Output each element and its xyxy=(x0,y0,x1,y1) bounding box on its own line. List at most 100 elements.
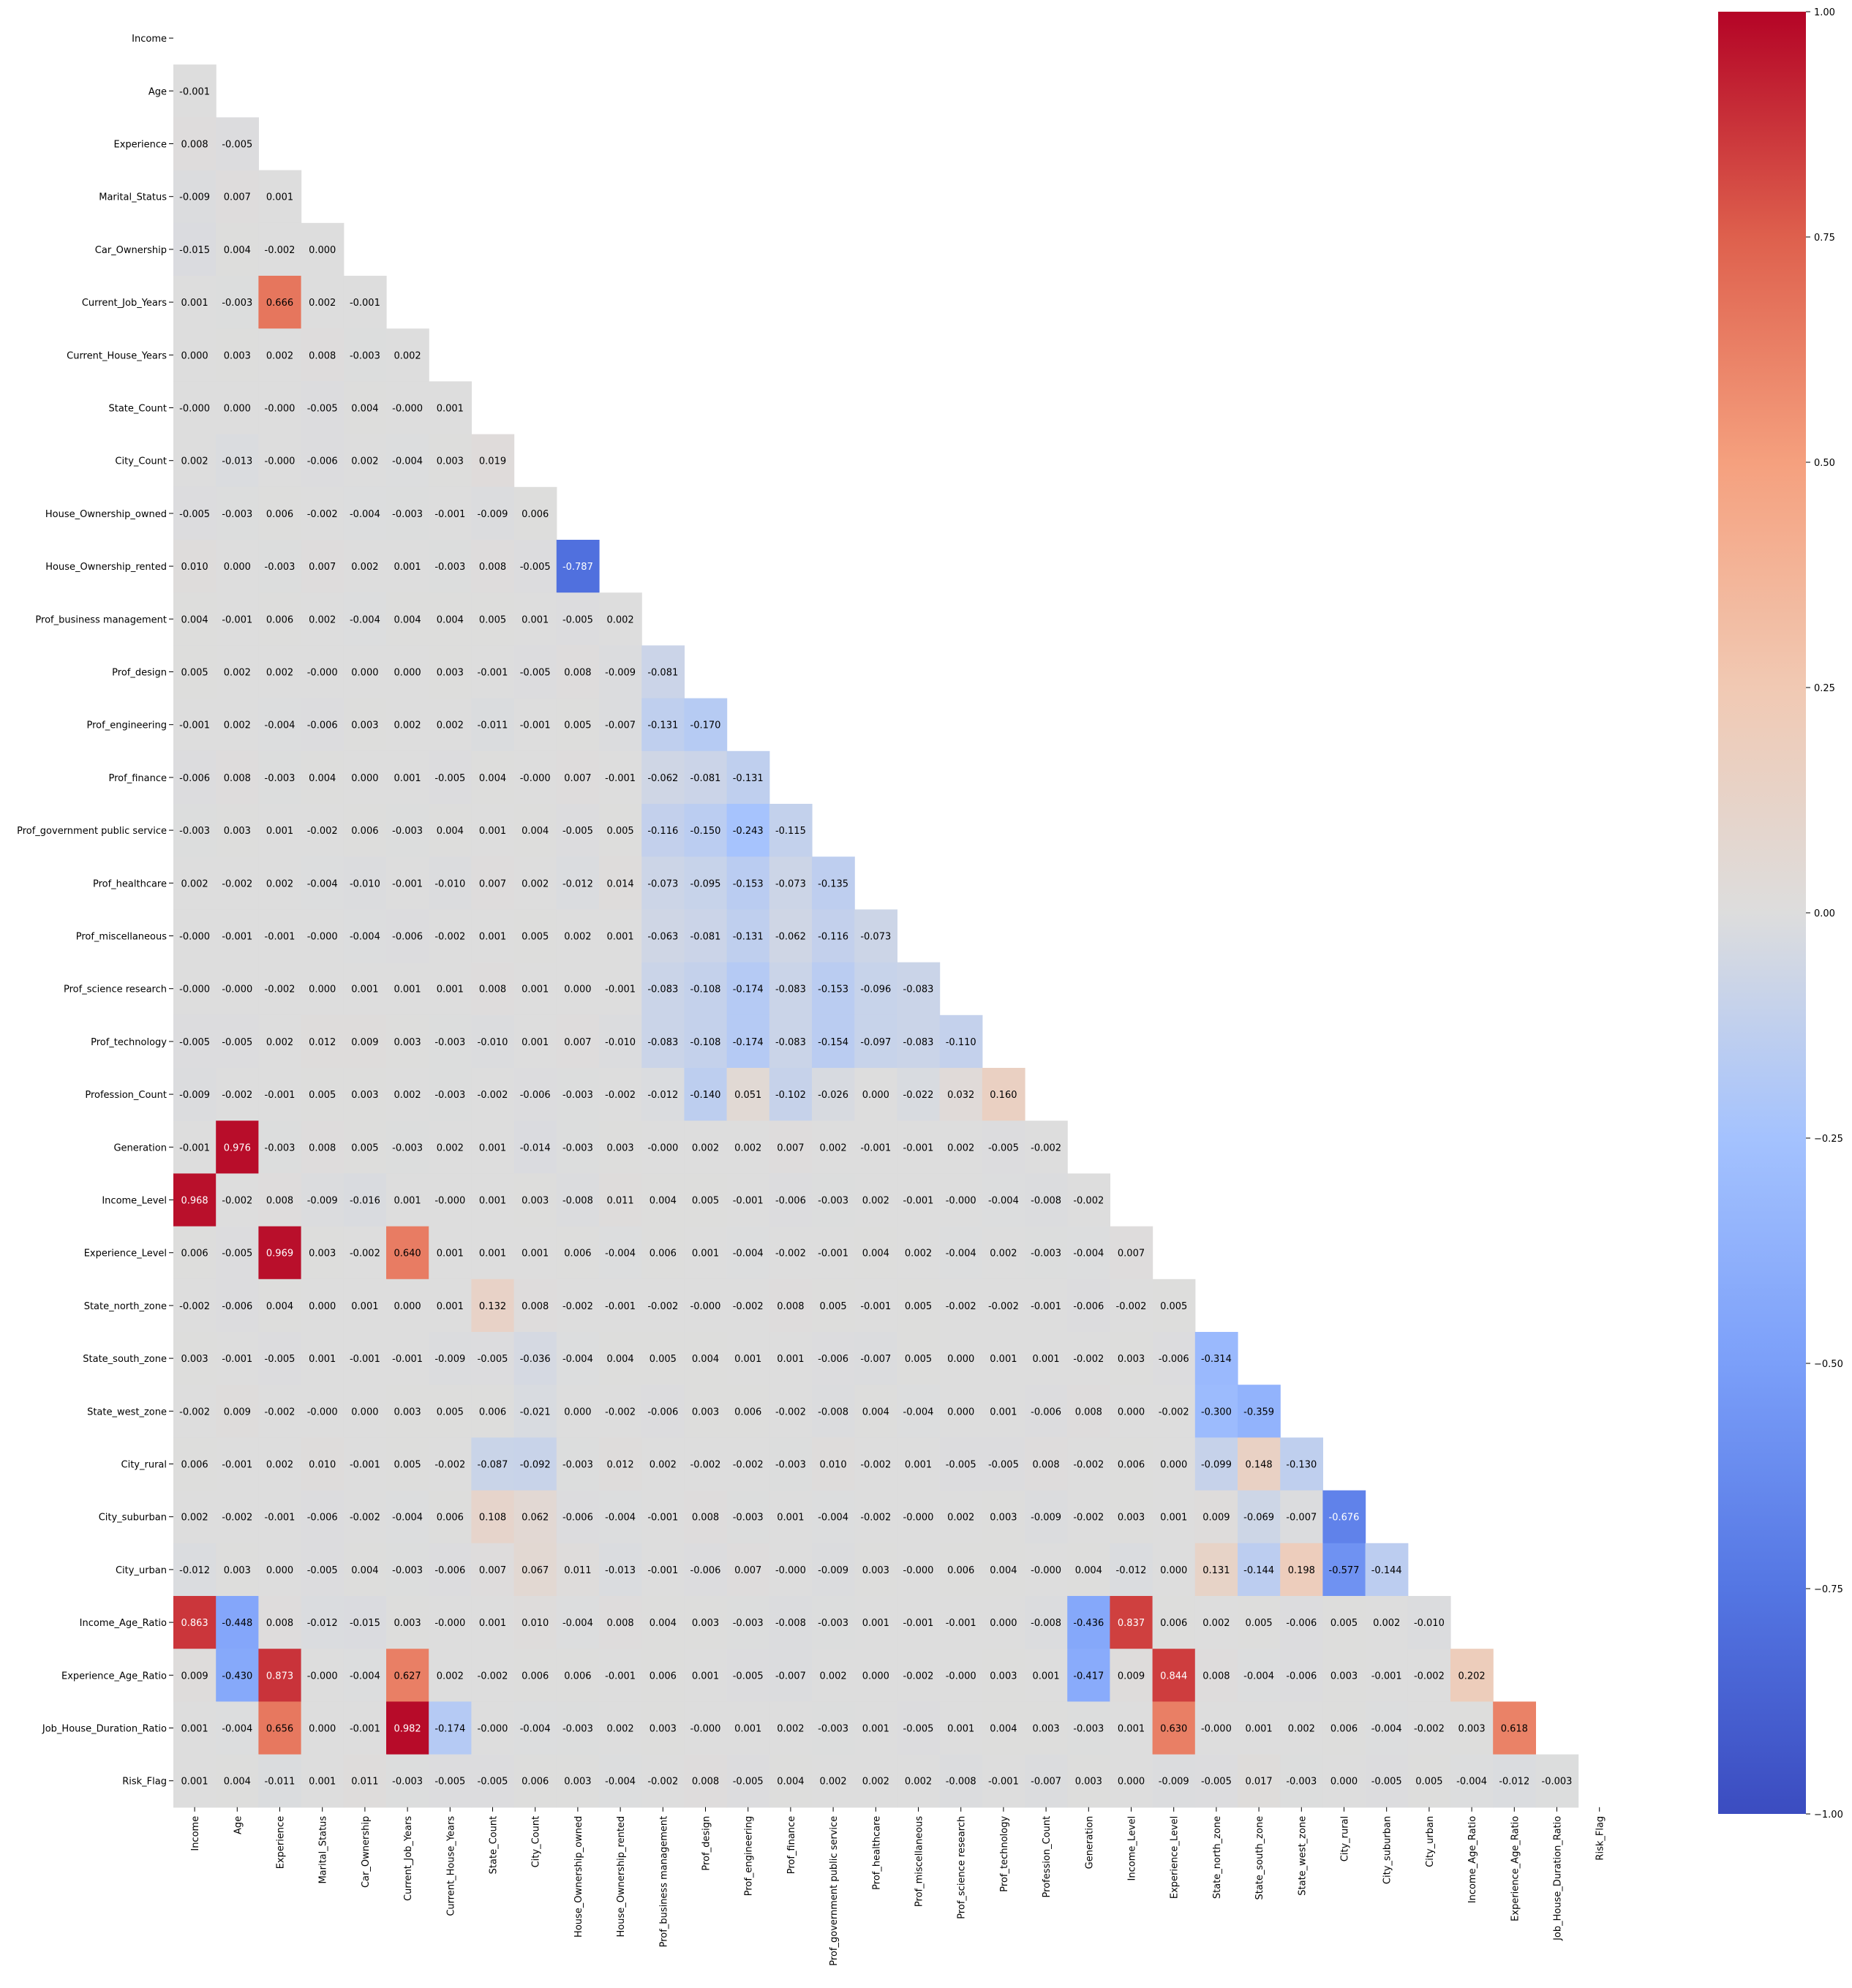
heatmap-cell xyxy=(471,856,515,910)
cell-annotation: -0.009 xyxy=(1031,1513,1061,1524)
heatmap-cell xyxy=(939,1490,983,1544)
heatmap-cell xyxy=(513,804,557,857)
heatmap-cell xyxy=(556,856,600,910)
y-tick-label: State_north_zone xyxy=(84,1301,167,1312)
heatmap-cell xyxy=(726,1543,770,1597)
cell-annotation: 0.003 xyxy=(1032,1724,1059,1735)
heatmap-cell xyxy=(1025,1649,1068,1702)
cell-annotation: -0.003 xyxy=(562,1724,593,1735)
cell-annotation: 0.006 xyxy=(522,509,549,520)
cell-annotation: -0.116 xyxy=(647,826,678,837)
y-tick-label: Prof_miscellaneous xyxy=(76,932,167,943)
x-tick-label: Profession_Count xyxy=(1042,1816,1053,1898)
heatmap-cell xyxy=(429,1649,472,1702)
heatmap-cell xyxy=(599,1701,642,1755)
heatmap-cell xyxy=(556,592,600,646)
heatmap-cell xyxy=(173,1701,217,1755)
cell-annotation: 0.002 xyxy=(266,1037,293,1048)
cell-annotation: 0.008 xyxy=(777,1301,804,1312)
cell-annotation: 0.002 xyxy=(1373,1618,1400,1629)
heatmap-cell xyxy=(386,1014,429,1069)
cell-annotation: 0.007 xyxy=(1118,1249,1145,1260)
cell-annotation: -0.006 xyxy=(647,1407,678,1417)
cell-annotation: 0.002 xyxy=(819,1777,846,1788)
cell-annotation: 0.001 xyxy=(1160,1513,1187,1524)
heatmap-cell xyxy=(386,1543,429,1597)
heatmap-cell xyxy=(1025,1332,1068,1385)
x-tick-label: State_Count xyxy=(489,1816,500,1875)
heatmap-cell xyxy=(684,1014,728,1069)
cell-annotation: 0.002 xyxy=(266,1460,293,1471)
heatmap-cell xyxy=(641,698,685,752)
heatmap-cell xyxy=(1067,1385,1110,1438)
cell-annotation: 0.131 xyxy=(1202,1565,1230,1576)
cell-annotation: -0.000 xyxy=(434,1618,465,1629)
cell-annotation: -0.131 xyxy=(733,773,764,784)
cell-annotation: 0.008 xyxy=(309,1142,336,1153)
heatmap-cell xyxy=(939,1754,983,1808)
heatmap-cell xyxy=(769,856,813,910)
heatmap-cell xyxy=(939,1701,983,1755)
heatmap-cell xyxy=(471,1754,515,1808)
cell-annotation: -0.005 xyxy=(222,1037,252,1048)
heatmap-cell xyxy=(301,434,345,488)
heatmap-cell xyxy=(301,1014,345,1069)
cell-annotation: 0.000 xyxy=(309,1724,336,1735)
cell-annotation: -0.004 xyxy=(350,509,380,520)
heatmap-cell xyxy=(939,1226,983,1280)
heatmap-cell xyxy=(641,856,685,910)
heatmap-cell xyxy=(556,1596,600,1649)
cell-annotation: -0.004 xyxy=(307,878,338,889)
cell-annotation: -0.003 xyxy=(818,1724,848,1735)
heatmap-cell xyxy=(301,1173,345,1227)
cell-annotation: -0.021 xyxy=(520,1407,551,1417)
cell-annotation: 0.000 xyxy=(1118,1777,1145,1788)
heatmap-cell xyxy=(513,486,557,541)
heatmap-cell xyxy=(684,1121,728,1174)
cell-annotation: -0.081 xyxy=(690,932,721,943)
heatmap-cell xyxy=(556,1385,600,1438)
cell-annotation: 0.001 xyxy=(692,1249,719,1260)
cell-annotation: -0.008 xyxy=(562,1196,593,1207)
heatmap-cell xyxy=(343,276,387,329)
cell-annotation: -0.012 xyxy=(1116,1565,1147,1576)
cell-annotation: -0.003 xyxy=(1542,1777,1573,1788)
cell-annotation: 0.001 xyxy=(990,1407,1017,1417)
cell-annotation: 0.002 xyxy=(819,1142,846,1153)
cell-annotation: -0.174 xyxy=(733,984,764,995)
heatmap-cell xyxy=(684,1543,728,1597)
y-tick-label: Prof_science research xyxy=(64,984,167,995)
heatmap-cell xyxy=(1407,1596,1451,1649)
heatmap-cell xyxy=(173,1279,217,1333)
cell-annotation: -0.135 xyxy=(818,878,848,889)
heatmap-cell xyxy=(429,1543,472,1597)
cell-annotation: 0.004 xyxy=(309,773,336,784)
heatmap-cell xyxy=(1365,1754,1409,1808)
heatmap-cell xyxy=(343,1490,387,1544)
heatmap-cell xyxy=(641,1279,685,1333)
heatmap-cell xyxy=(726,1121,770,1174)
heatmap-cell xyxy=(982,1543,1025,1597)
cell-annotation: -0.417 xyxy=(1073,1671,1104,1682)
cell-annotation: 0.008 xyxy=(1075,1407,1102,1417)
heatmap-cell xyxy=(301,1437,345,1491)
cell-annotation: 0.003 xyxy=(862,1565,889,1576)
cell-annotation: 0.000 xyxy=(394,668,421,679)
colorbar-tick-label: −0.25 xyxy=(1814,1134,1843,1145)
heatmap-cell xyxy=(599,1173,642,1227)
cell-annotation: -0.003 xyxy=(350,350,380,361)
heatmap-cell xyxy=(599,1385,642,1438)
cell-annotation: 0.002 xyxy=(819,1671,846,1682)
heatmap-cell xyxy=(641,1543,685,1597)
cell-annotation: -0.014 xyxy=(520,1142,551,1153)
heatmap-cell xyxy=(343,1173,387,1227)
cell-annotation: -0.004 xyxy=(520,1724,551,1735)
heatmap-cell xyxy=(726,1385,770,1438)
heatmap-cell xyxy=(471,1385,515,1438)
heatmap-cell xyxy=(1280,1754,1323,1808)
cell-annotation: 0.005 xyxy=(650,1354,677,1365)
cell-annotation: -0.009 xyxy=(179,1090,210,1101)
heatmap-cell xyxy=(897,1596,941,1649)
cell-annotation: -0.015 xyxy=(350,1618,380,1629)
heatmap-cell xyxy=(301,645,345,699)
